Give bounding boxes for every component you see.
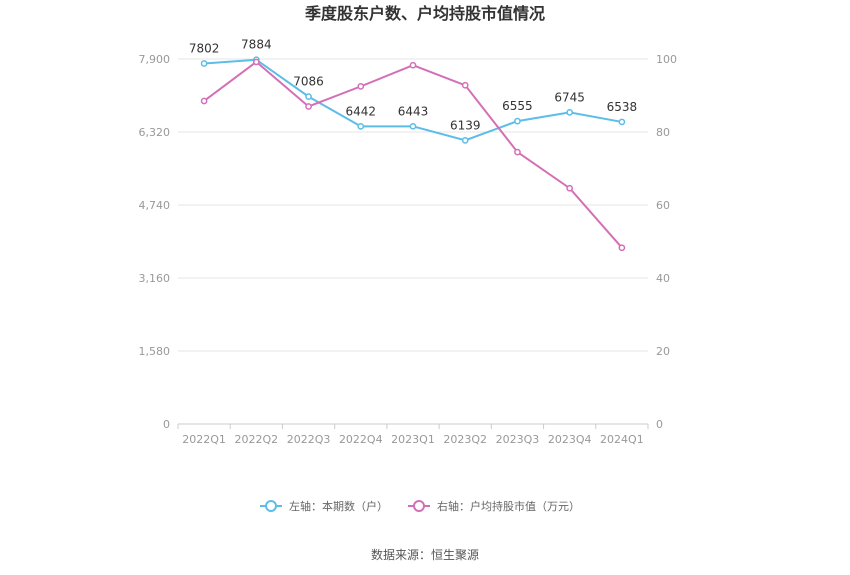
data-point-market-value[interactable] [252,58,260,66]
data-label: 7802 [189,42,220,56]
right-axis-tick-label: 100 [656,53,677,66]
legend[interactable]: 左轴：本期数（户） 右轴：户均持股市值（万元） [260,499,580,513]
left-axis-tick-label: 6,320 [139,126,171,139]
series-layer [200,56,626,252]
legend-circle-marker[interactable] [265,500,277,512]
legend-label[interactable]: 左轴：本期数（户） [289,499,388,513]
data-label: 6442 [346,104,377,118]
x-axis-tick-label: 2022Q4 [339,433,383,446]
x-axis-tick-label: 2024Q1 [600,433,644,446]
right-axis-tick-label: 80 [656,126,670,139]
left-axis-tick-label: 4,740 [139,199,171,212]
data-point-shareholders[interactable] [409,122,417,130]
x-axis-tick-label: 2023Q1 [391,433,435,446]
legend-circle-marker[interactable] [413,500,425,512]
x-axis-tick-label: 2023Q2 [443,433,487,446]
right-axis-tick-label: 20 [656,345,670,358]
data-point-market-value[interactable] [618,244,626,252]
data-label: 7086 [293,75,324,89]
axes: 0 0 1,580 20 3,160 40 4,740 60 6,320 80 7,900 100 20… [139,53,678,446]
legend-label[interactable]: 右轴：户均持股市值（万元） [437,499,580,513]
data-labels: 7802 7884 7086 6442 6443 6139 6555 6745 6538 [189,38,637,133]
data-point-shareholders[interactable] [461,137,469,144]
data-point-market-value[interactable] [357,83,365,90]
data-point-shareholders[interactable] [357,123,365,130]
data-point-market-value[interactable] [200,97,208,105]
right-axis-tick-label: 0 [656,418,663,431]
data-point-market-value[interactable] [461,81,469,89]
x-axis-tick-label: 2023Q4 [548,433,592,446]
left-axis-tick-label: 1,580 [139,345,171,358]
data-point-market-value[interactable] [566,184,574,192]
data-point-shareholders[interactable] [200,60,208,67]
data-label: 6538 [607,100,638,114]
data-point-shareholders[interactable] [514,117,521,125]
x-axis-tick-label: 2022Q1 [182,433,226,446]
data-point-market-value[interactable] [305,103,312,110]
data-point-market-value[interactable] [514,148,521,156]
right-axis-tick-label: 60 [656,199,670,212]
x-axis-tick-label: 2022Q2 [235,433,279,446]
data-label: 7884 [241,38,272,52]
chart-title: 季度股东户数、户均持股市值情况 [304,4,545,23]
data-label: 6745 [554,90,585,104]
data-label: 6555 [502,99,533,113]
right-axis-tick-label: 40 [656,272,670,285]
data-point-shareholders[interactable] [618,118,626,126]
data-label: 6139 [450,118,481,132]
x-axis-tick-label: 2022Q3 [287,433,331,446]
left-axis-tick-label: 0 [163,418,170,431]
x-axis-tick-label: 2023Q3 [496,433,540,446]
data-point-shareholders[interactable] [305,93,312,100]
data-label: 6443 [398,104,429,118]
data-point-shareholders[interactable] [566,109,574,116]
data-source: 数据来源：恒生聚源 [371,547,479,562]
left-axis-tick-label: 7,900 [139,53,171,66]
left-axis-tick-label: 3,160 [139,272,171,285]
data-point-market-value[interactable] [409,61,417,69]
